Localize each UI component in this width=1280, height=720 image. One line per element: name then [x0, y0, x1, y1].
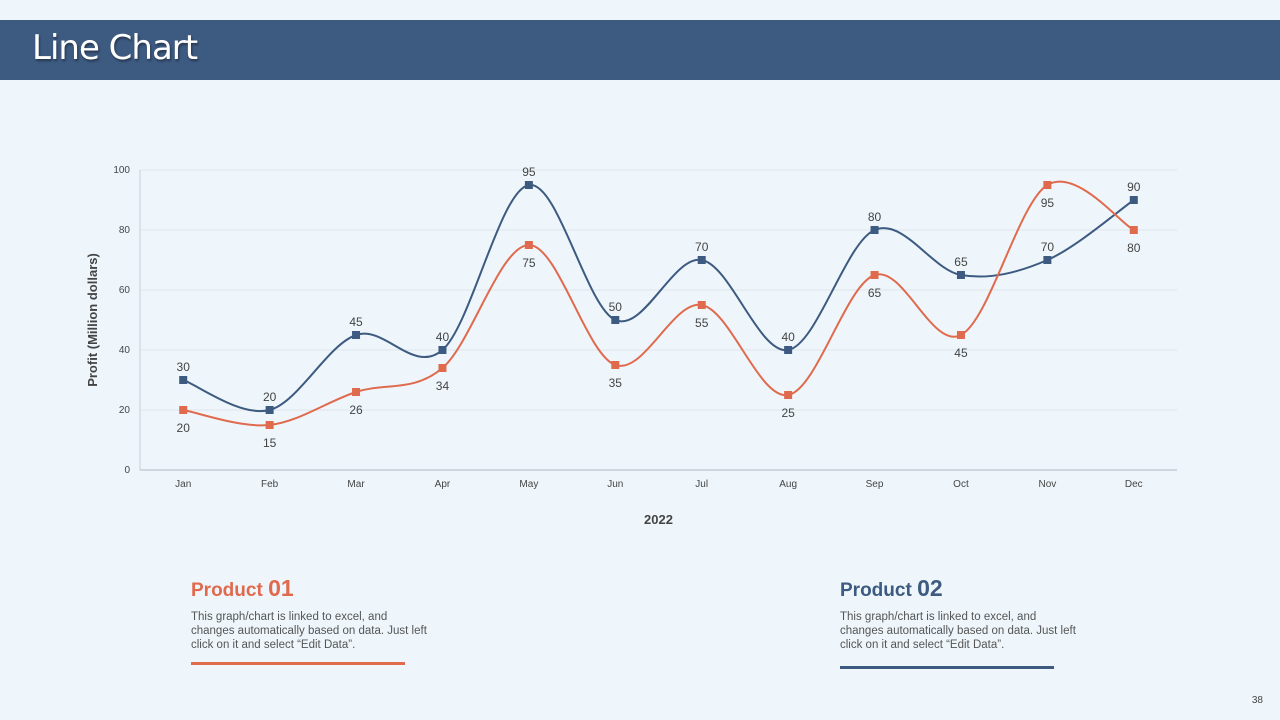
product-01-description: This graph/chart is linked to excel, and… [191, 611, 427, 651]
product-01-label: Product [191, 580, 263, 601]
data-label: 25 [781, 406, 795, 420]
data-label: 50 [609, 300, 623, 314]
data-point [784, 391, 793, 399]
data-label: 95 [1041, 196, 1055, 210]
data-point [438, 364, 447, 372]
x-tick-label: Jul [695, 479, 708, 490]
data-label: 26 [349, 403, 363, 417]
product-02-label: Product [840, 580, 912, 601]
data-label: 65 [868, 286, 882, 300]
data-point [1129, 196, 1138, 204]
data-label: 80 [868, 210, 882, 224]
data-label: 35 [609, 376, 623, 390]
y-tick-label: 40 [119, 345, 131, 356]
product-02-card: Product 02 This graph/chart is linked to… [840, 575, 1080, 669]
data-label: 80 [1127, 241, 1141, 255]
data-point [697, 301, 706, 309]
data-label: 15 [263, 436, 277, 450]
data-label: 40 [436, 330, 450, 344]
title-bar: Line Chart [0, 20, 1280, 80]
data-label: 95 [522, 165, 536, 179]
product-02-heading: Product 02 [840, 575, 1080, 602]
data-point [784, 346, 793, 354]
data-point [352, 331, 361, 339]
data-label: 45 [954, 346, 968, 360]
data-point [1043, 256, 1052, 264]
data-label: 20 [177, 421, 191, 435]
data-point [611, 316, 620, 324]
product-01-card: Product 01 This graph/chart is linked to… [191, 575, 431, 665]
data-point [611, 361, 620, 369]
data-label: 30 [177, 360, 191, 374]
y-axis-title: Profit (Million dollars) [85, 253, 100, 387]
data-label: 70 [1041, 240, 1055, 254]
y-tick-label: 100 [113, 165, 130, 176]
data-point [352, 388, 361, 396]
x-tick-label: Nov [1038, 479, 1056, 490]
data-label: 75 [522, 256, 536, 270]
product-01-heading: Product 01 [191, 575, 431, 602]
data-point [1129, 226, 1138, 234]
y-tick-label: 60 [119, 285, 131, 296]
data-point [265, 421, 274, 429]
data-label: 90 [1127, 180, 1141, 194]
x-tick-label: Oct [953, 479, 969, 490]
data-point [956, 331, 965, 339]
series-line-2 [183, 180, 1135, 427]
data-point [870, 226, 879, 234]
data-label: 45 [349, 315, 363, 329]
data-label: 34 [436, 379, 450, 393]
data-label: 20 [263, 390, 277, 404]
data-point [438, 346, 447, 354]
x-tick-label: Mar [347, 479, 365, 490]
data-point [524, 241, 533, 249]
data-label: 40 [781, 330, 795, 344]
data-point [1043, 181, 1052, 189]
x-tick-label: Jan [175, 479, 191, 490]
product-01-number: 01 [268, 575, 294, 601]
data-point [265, 406, 274, 414]
product-02-number: 02 [917, 575, 943, 601]
product-02-description: This graph/chart is linked to excel, and… [840, 611, 1076, 651]
y-tick-label: 80 [119, 225, 131, 236]
data-label: 55 [695, 316, 709, 330]
data-point [524, 181, 533, 189]
data-point [697, 256, 706, 264]
y-tick-label: 0 [124, 465, 130, 476]
data-label: 65 [954, 255, 968, 269]
x-tick-label: Apr [435, 479, 451, 490]
x-tick-label: Sep [866, 479, 884, 490]
product-01-underline [191, 662, 405, 665]
page-title: Line Chart [32, 28, 198, 68]
x-tick-label: Feb [261, 479, 279, 490]
data-point [956, 271, 965, 279]
data-label: 70 [695, 240, 709, 254]
data-point [179, 406, 188, 414]
x-tick-label: Aug [779, 479, 797, 490]
product-02-underline [840, 666, 1054, 669]
x-axis-title: 2022 [644, 512, 673, 527]
series-line-1 [182, 183, 1135, 413]
x-tick-label: May [519, 479, 538, 490]
data-point [179, 376, 188, 384]
page-number: 38 [1251, 695, 1263, 706]
data-point [870, 271, 879, 279]
y-tick-label: 20 [119, 405, 131, 416]
x-tick-label: Jun [607, 479, 623, 490]
x-tick-label: Dec [1125, 479, 1143, 490]
